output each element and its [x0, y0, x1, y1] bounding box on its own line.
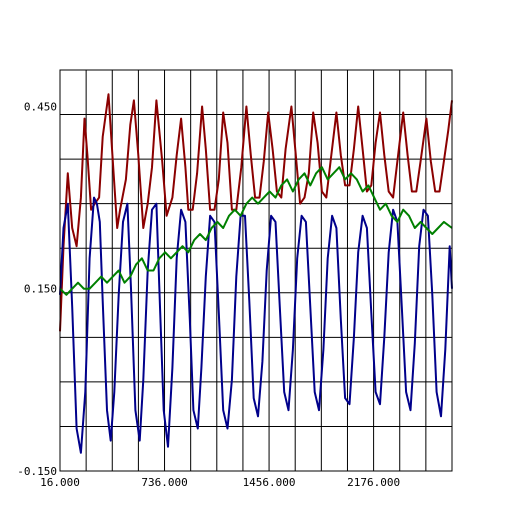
series-line-1	[59, 93, 453, 332]
x-tick-label: 2176.000	[347, 476, 400, 489]
y-tick-label: 0.150	[24, 283, 57, 296]
series-line-3	[59, 166, 453, 296]
series-line-2	[59, 196, 453, 454]
series-lines	[59, 93, 453, 454]
plot-area-frame	[59, 69, 453, 472]
x-tick-label: 1456.000	[243, 476, 296, 489]
y-tick-label: 0.450	[24, 100, 57, 113]
tick-labels: 16.000 736.000 1456.000 2176.000 -0.150 0.150…	[17, 100, 400, 489]
x-tick-label: 16.000	[40, 476, 80, 489]
y-tick-label: -0.150	[17, 465, 57, 478]
x-tick-label: 736.000	[141, 476, 187, 489]
